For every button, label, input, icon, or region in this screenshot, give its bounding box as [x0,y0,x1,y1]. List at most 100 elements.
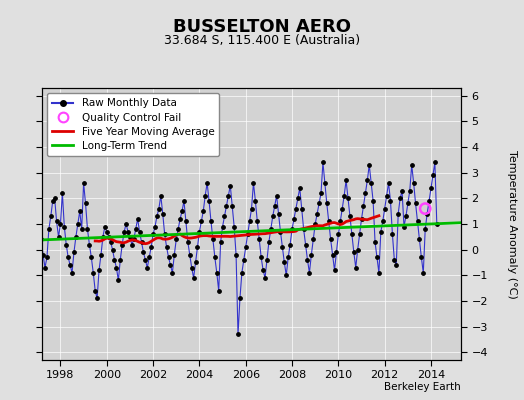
Point [222,203,231,209]
Point [52,218,61,225]
Point [355,231,364,238]
Point [143,264,151,271]
Point [340,192,348,199]
Point [336,218,344,225]
Point [134,216,142,222]
Point [363,177,372,184]
Point [290,216,298,222]
Point [47,213,55,220]
Point [408,162,416,168]
Point [383,192,391,199]
Point [201,192,210,199]
Point [41,264,49,271]
Point [419,270,428,276]
Point [165,254,173,260]
Point [151,223,159,230]
Point [245,218,254,225]
Point [60,223,69,230]
Point [319,159,327,166]
Point [313,210,321,217]
Point [49,198,57,204]
Point [203,180,211,186]
Point [193,244,202,250]
Point [330,267,339,273]
Point [390,257,399,263]
Point [83,226,92,232]
Point [288,226,296,232]
Point [197,218,205,225]
Point [299,226,308,232]
Point [183,239,192,245]
Point [176,216,184,222]
Text: Berkeley Earth: Berkeley Earth [385,382,461,392]
Point [106,239,115,245]
Point [425,198,433,204]
Point [371,239,379,245]
Point [87,254,95,260]
Point [269,213,277,220]
Point [411,200,420,207]
Point [74,221,82,227]
Point [346,213,354,220]
Point [209,236,217,242]
Point [232,252,241,258]
Point [153,213,161,220]
Point [110,257,118,263]
Point [251,198,259,204]
Y-axis label: Temperature Anomaly (°C): Temperature Anomaly (°C) [507,150,518,298]
Point [62,241,70,248]
Point [301,241,310,248]
Point [323,200,331,207]
Point [307,252,315,258]
Point [157,192,165,199]
Point [400,223,408,230]
Point [213,270,221,276]
Point [219,223,227,230]
Point [236,295,244,302]
Point [230,223,238,230]
Point [137,239,146,245]
Point [50,195,59,202]
Point [114,277,123,284]
Point [409,180,418,186]
Point [276,228,285,235]
Point [89,270,97,276]
Point [122,221,130,227]
Point [211,254,219,260]
Point [385,180,393,186]
Point [247,206,256,212]
Point [147,244,155,250]
Point [338,206,346,212]
Point [80,180,88,186]
Point [93,295,101,302]
Point [128,241,136,248]
Point [239,257,248,263]
Point [226,182,234,189]
Point [267,226,275,232]
Point [149,231,157,238]
Point [191,259,200,266]
Point [367,180,375,186]
Point [293,195,302,202]
Point [324,218,333,225]
Point [224,192,233,199]
Point [361,190,369,196]
Point [263,257,271,263]
Point [311,221,320,227]
Point [317,190,325,196]
Point [352,264,360,271]
Point [39,252,47,258]
Point [257,254,265,260]
Point [132,226,140,232]
Point [78,226,86,232]
Point [160,231,169,238]
Point [378,218,387,225]
Legend: Raw Monthly Data, Quality Control Fail, Five Year Moving Average, Long-Term Tren: Raw Monthly Data, Quality Control Fail, … [47,93,220,156]
Point [284,254,292,260]
Point [348,231,356,238]
Point [423,210,431,217]
Point [116,257,125,263]
Point [402,213,410,220]
Point [278,244,287,250]
Point [45,226,53,232]
